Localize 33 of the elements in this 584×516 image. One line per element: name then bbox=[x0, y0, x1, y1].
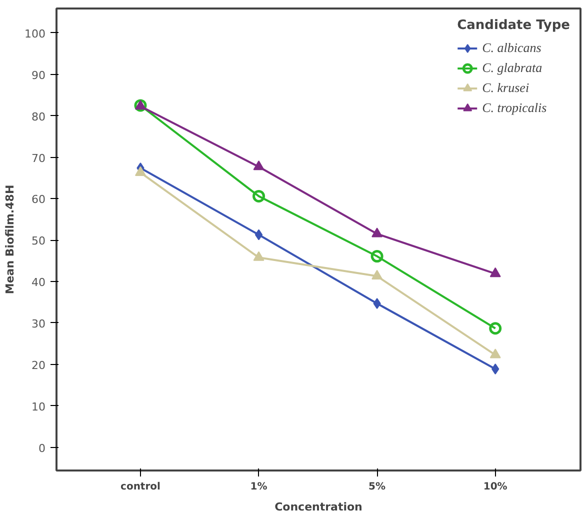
legend-label: C. glabrata bbox=[482, 60, 542, 76]
legend-label: C. albicans bbox=[482, 40, 542, 56]
y-tick-label: 10 bbox=[32, 400, 46, 414]
y-tick-label: 60 bbox=[32, 193, 46, 206]
y-tick-label: 50 bbox=[32, 234, 46, 248]
y-axis-title: Mean Biofilm.48H bbox=[4, 184, 17, 294]
point bbox=[252, 190, 266, 202]
point bbox=[253, 160, 264, 170]
point bbox=[372, 228, 383, 238]
point bbox=[254, 229, 263, 240]
x-tick-label: 5% bbox=[368, 482, 386, 492]
x-tick-label: control bbox=[120, 482, 160, 492]
y-tick-label: 100 bbox=[24, 27, 46, 40]
point bbox=[489, 322, 502, 335]
point bbox=[490, 348, 501, 358]
point bbox=[253, 251, 264, 261]
point bbox=[134, 166, 146, 176]
x-tick-label: 1% bbox=[250, 482, 268, 492]
y-tick-label: 70 bbox=[32, 152, 46, 165]
point bbox=[370, 250, 384, 263]
y-tick-label: 0 bbox=[38, 442, 46, 455]
y-tick-label: 40 bbox=[32, 276, 46, 290]
y-tick-label: 80 bbox=[32, 110, 46, 124]
x-axis-title: Concentration bbox=[274, 500, 362, 514]
legend-title: Candidate Type bbox=[457, 18, 570, 33]
legend-label: C. tropicalis bbox=[482, 100, 547, 116]
x-tick-label: 10% bbox=[483, 482, 508, 492]
y-tick-label: 20 bbox=[32, 358, 46, 372]
y-tick-label: 30 bbox=[32, 317, 46, 330]
y-tick-label: 90 bbox=[32, 68, 46, 82]
legend-label: C. krusei bbox=[482, 80, 530, 96]
point bbox=[490, 267, 501, 278]
point bbox=[372, 270, 383, 280]
